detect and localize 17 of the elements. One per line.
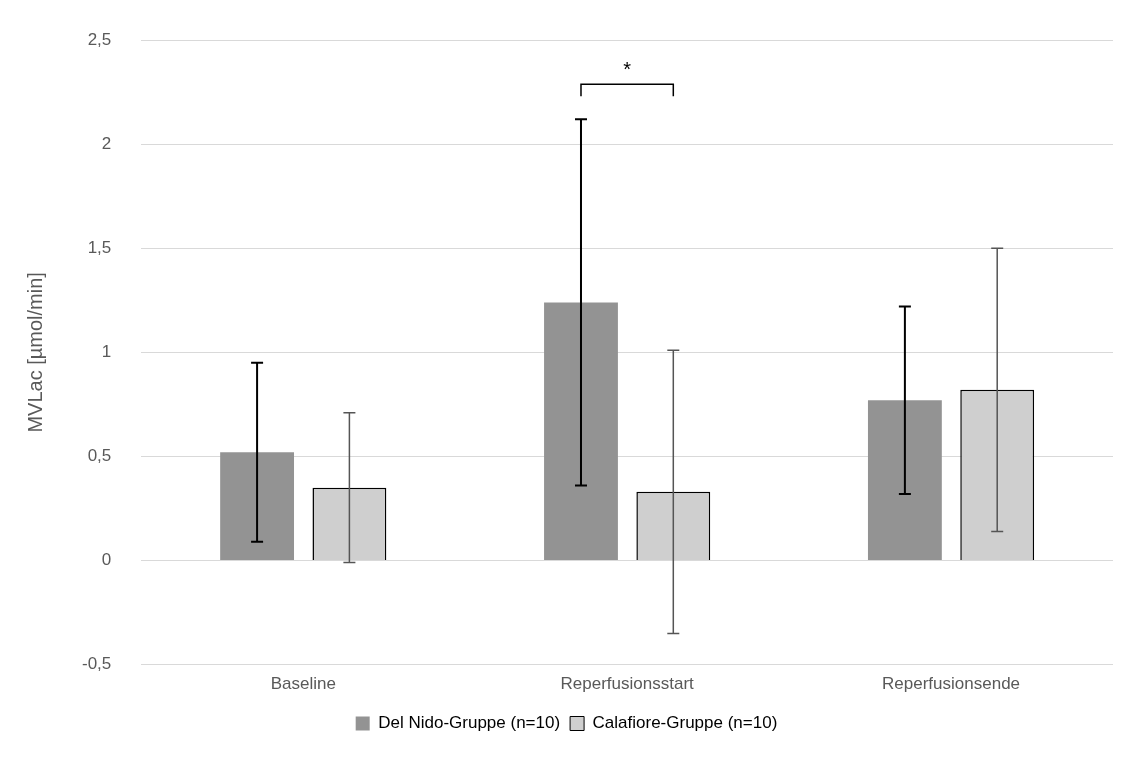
y-tick-label: 2,5 xyxy=(87,29,112,49)
x-tick-label: Reperfusionsstart xyxy=(560,674,695,694)
y-axis-title: MVLac [µmol/min] xyxy=(23,272,46,433)
legend-label: Calafiore-Gruppe (n=10) xyxy=(592,713,778,733)
y-tick-label: 2 xyxy=(101,133,112,153)
annotation: * xyxy=(623,57,632,80)
bar xyxy=(544,302,618,561)
bar xyxy=(867,400,942,561)
bar xyxy=(220,452,295,561)
y-tick-label: 0 xyxy=(101,550,112,570)
y-tick-label: 1,5 xyxy=(87,238,112,258)
legend-label: Del Nido-Gruppe (n=10) xyxy=(378,713,561,733)
y-tick-label: 1 xyxy=(101,342,112,362)
x-tick-label: Reperfusionsende xyxy=(882,674,1021,694)
x-tick-label: Baseline xyxy=(270,674,336,694)
y-tick-label: 0,5 xyxy=(87,446,112,466)
y-tick-label: -0,5 xyxy=(82,654,112,674)
